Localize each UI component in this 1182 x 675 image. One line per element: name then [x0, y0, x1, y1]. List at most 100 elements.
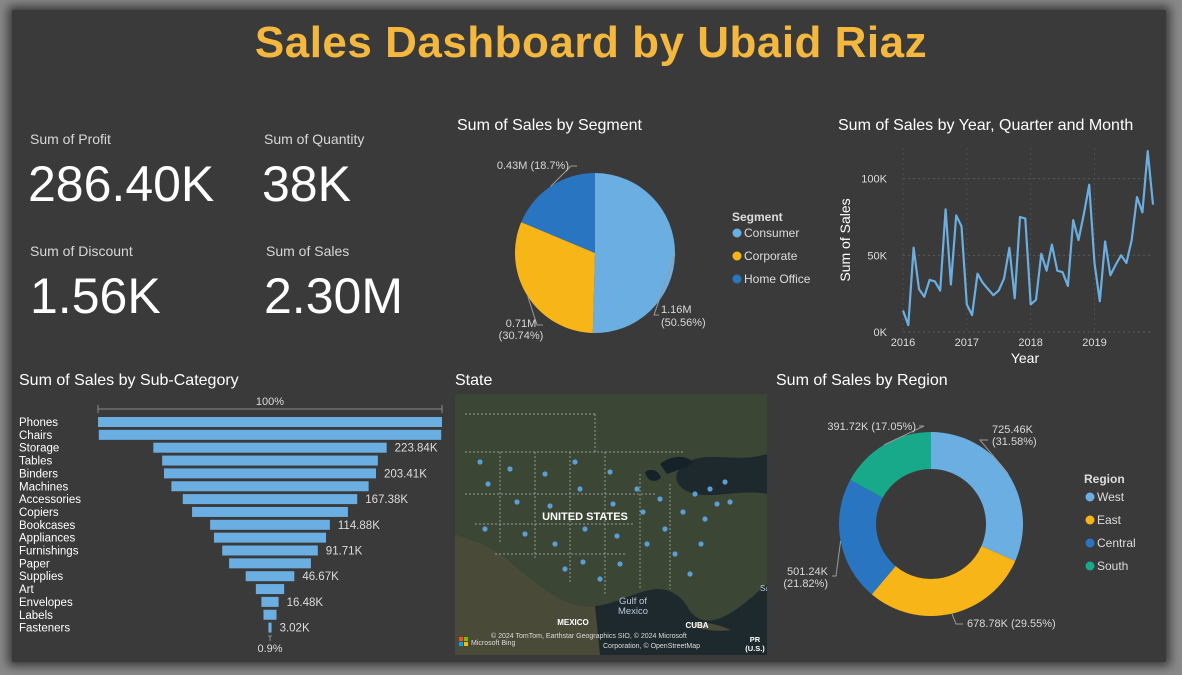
funnel-bar-labels[interactable]	[263, 609, 277, 620]
region-data-label: 501.24K	[787, 566, 829, 578]
funnel-value-label: 16.48K	[287, 597, 324, 609]
funnel-category-label: Paper	[19, 558, 50, 570]
kpi-sales-value: 2.30M	[264, 268, 403, 324]
segment-legend-marker[interactable]	[732, 251, 742, 261]
state-map[interactable]: UNITED STATES Gulf of Mexico MEXICO CUBA…	[455, 394, 767, 655]
timeline-x-tick: 2016	[891, 337, 915, 349]
region-leader-line	[978, 439, 1009, 475]
funnel-bar-fasteners[interactable]	[268, 622, 272, 633]
segment-slice-consumer[interactable]	[592, 173, 675, 333]
funnel-category-label: Labels	[19, 610, 53, 622]
region-legend-marker[interactable]	[1085, 492, 1095, 502]
funnel-category-label: Art	[19, 584, 35, 596]
region-slice-south[interactable]	[850, 432, 931, 498]
timeline-line-chart[interactable]: 0K 50K 100K 2016 2017 2018 2019 Year Sum of S…	[835, 140, 1165, 370]
map-copyright-2[interactable]: Corporation, © OpenStreetMap	[603, 642, 700, 650]
funnel-value-label: 167.38K	[365, 494, 408, 506]
region-leader-line	[832, 540, 842, 577]
map-landmass	[455, 394, 767, 621]
region-legend-item-east[interactable]: East	[1097, 513, 1122, 527]
segment-data-label: 0.43M (18.7%)	[497, 160, 569, 172]
funnel-value-label: 203.41K	[384, 468, 427, 480]
funnel-value-label: 91.71K	[326, 546, 363, 558]
map-mexico-landmass	[455, 534, 600, 655]
segment-legend-item-corporate[interactable]: Corporate	[744, 249, 798, 263]
subcategory-funnel-chart[interactable]: 100% PhonesChairsStorageTablesBindersMac…	[0, 392, 450, 660]
region-slice-east[interactable]	[871, 546, 1016, 616]
funnel-bar-tables[interactable]	[162, 455, 378, 466]
region-data-label: 678.78K (29.55%)	[967, 618, 1056, 630]
region-chart-title: Sum of Sales by Region	[776, 372, 948, 389]
funnel-bar-binders[interactable]	[163, 468, 377, 479]
region-legend-marker[interactable]	[1085, 561, 1095, 571]
map-canvas[interactable]: UNITED STATES Gulf of Mexico MEXICO CUBA…	[455, 394, 767, 655]
map-copyright-1: © 2024 TomTom, Earthstar Geographics SIO…	[491, 632, 687, 640]
region-legend-marker[interactable]	[1085, 515, 1095, 525]
segment-legend-title: Segment	[732, 210, 783, 224]
funnel-bar-appliances[interactable]	[213, 532, 327, 543]
region-legend-marker[interactable]	[1085, 538, 1095, 548]
funnel-value-label: 114.88K	[338, 520, 380, 532]
map-country-label: UNITED STATES	[542, 511, 628, 523]
funnel-value-label: 223.84K	[395, 443, 438, 455]
funnel-bar-copiers[interactable]	[192, 506, 348, 517]
region-data-label: (21.82%)	[783, 578, 828, 590]
kpi-quantity-value: 38K	[262, 156, 351, 212]
funnel-bar-art[interactable]	[255, 584, 285, 595]
funnel-bar-supplies[interactable]	[245, 571, 295, 582]
region-legend-item-west[interactable]: West	[1097, 490, 1125, 504]
segment-legend-item-home-office[interactable]: Home Office	[744, 272, 811, 286]
funnel-bar-chairs[interactable]	[98, 429, 442, 440]
timeline-y-axis-label: Sum of Sales	[837, 198, 853, 281]
map-edge-label: Sa	[760, 584, 767, 593]
kpi-profit-label: Sum of Profit	[30, 131, 111, 147]
dashboard-title: Sales Dashboard by Ubaid Riaz	[254, 18, 928, 67]
funnel-bar-envelopes[interactable]	[261, 596, 279, 607]
timeline-x-tick: 2017	[955, 337, 979, 349]
region-legend-item-south[interactable]: South	[1097, 559, 1128, 573]
kpi-quantity-label: Sum of Quantity	[264, 131, 365, 147]
region-slice-central[interactable]	[839, 479, 896, 595]
segment-data-label: 1.16M	[661, 304, 692, 316]
funnel-category-label: Phones	[19, 417, 58, 429]
segment-leader-line	[527, 296, 543, 326]
funnel-top-percent: 100%	[256, 396, 284, 408]
funnel-bar-phones[interactable]	[98, 417, 442, 427]
funnel-category-label: Accessories	[19, 494, 81, 506]
segment-legend-marker[interactable]	[732, 274, 742, 284]
funnel-category-label: Storage	[19, 443, 59, 455]
timeline-y-tick: 0K	[874, 327, 888, 339]
funnel-category-label: Appliances	[19, 533, 76, 545]
funnel-bar-furnishings[interactable]	[222, 545, 318, 556]
segment-pie-chart[interactable]: 1.16M(50.56%)0.71M(30.74%)0.43M (18.7%) …	[455, 140, 835, 365]
timeline-sales-line[interactable]	[901, 150, 1155, 327]
segment-legend-item-consumer[interactable]: Consumer	[744, 226, 799, 240]
map-state-points[interactable]	[477, 459, 733, 582]
timeline-x-axis-label: Year	[1011, 350, 1040, 366]
funnel-bar-bookcases[interactable]	[210, 519, 330, 530]
region-slice-west[interactable]	[931, 432, 1023, 561]
timeline-y-tick: 100K	[861, 174, 887, 186]
funnel-bar-storage[interactable]	[153, 442, 387, 453]
map-gulf-label-2: Mexico	[618, 606, 648, 617]
timeline-y-tick: 50K	[867, 250, 887, 262]
funnel-bar-accessories[interactable]	[182, 494, 358, 505]
map-pr-label-1: PR	[750, 635, 761, 644]
map-state-borders	[465, 413, 685, 594]
funnel-category-label: Chairs	[19, 430, 52, 442]
segment-legend-marker[interactable]	[732, 228, 742, 238]
segment-slice-corporate[interactable]	[515, 222, 595, 333]
segment-chart-title: Sum of Sales by Segment	[457, 117, 642, 134]
funnel-bar-machines[interactable]	[171, 481, 369, 492]
funnel-category-label: Machines	[19, 481, 68, 493]
map-bing-logo	[459, 637, 468, 646]
funnel-value-label: 46.67K	[302, 571, 339, 583]
region-donut-chart[interactable]: 725.46K(31.58%) 678.78K (29.55%) 501.24K(2…	[776, 392, 1166, 657]
segment-slice-home-office[interactable]	[521, 173, 595, 253]
funnel-bar-paper[interactable]	[229, 558, 311, 569]
segment-leader-line	[653, 253, 676, 316]
map-great-lakes	[645, 456, 693, 481]
region-legend-item-central[interactable]: Central	[1097, 536, 1136, 550]
timeline-x-tick: 2019	[1082, 337, 1106, 349]
map-gulf-label-1: Gulf of	[619, 596, 647, 607]
